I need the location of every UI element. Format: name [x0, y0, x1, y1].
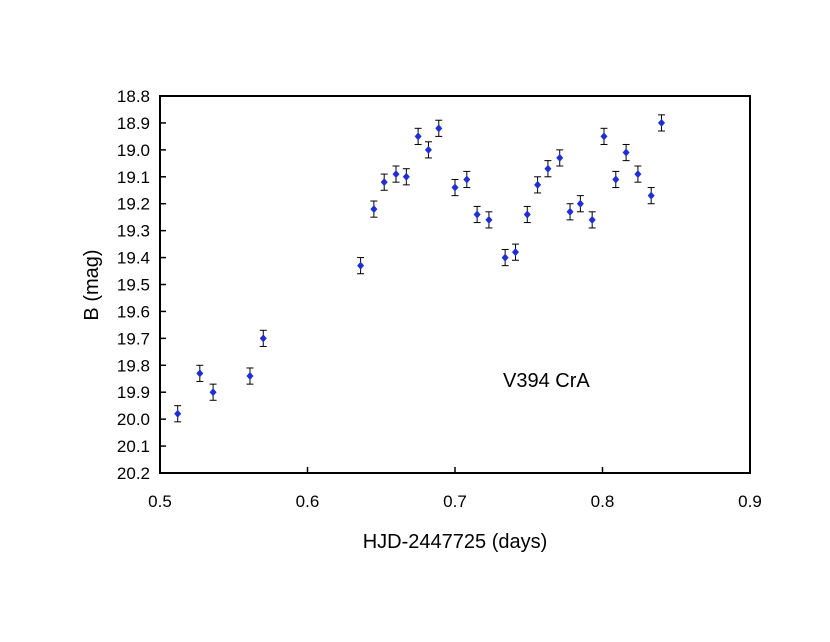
diamond-marker	[647, 191, 655, 200]
data-point	[246, 367, 254, 385]
data-point	[544, 160, 552, 178]
y-tick-label: 19.6	[117, 302, 150, 321]
x-axis-label: HJD-2447725 (days)	[363, 531, 548, 553]
y-tick-label: 19.0	[117, 141, 150, 160]
y-tick-label: 18.8	[117, 87, 150, 106]
diamond-marker	[424, 145, 432, 154]
diamond-marker	[576, 199, 584, 208]
y-axis-label: B (mag)	[81, 249, 103, 320]
data-point	[435, 119, 443, 137]
plot-frame	[159, 95, 751, 474]
data-point	[556, 149, 564, 167]
data-point	[576, 195, 584, 213]
diamond-marker	[612, 175, 620, 184]
diamond-marker	[370, 205, 378, 214]
data-point	[600, 127, 608, 145]
data-point	[485, 211, 493, 229]
y-tick-label: 19.8	[117, 356, 150, 375]
data-points	[174, 114, 665, 423]
diamond-marker	[402, 172, 410, 181]
diamond-marker	[259, 334, 267, 343]
data-point	[357, 257, 365, 275]
data-point	[463, 170, 471, 189]
diamond-marker	[435, 124, 443, 133]
diamond-marker	[658, 118, 665, 127]
diamond-marker	[544, 164, 552, 173]
diamond-marker	[414, 132, 422, 141]
y-tick-label: 19.3	[117, 222, 150, 241]
y-axis-ticks: 18.8 18.9 19.0 19.1 19.2 19.3 19.4 19.5 19.6 19.7…	[117, 87, 166, 483]
data-point	[259, 329, 267, 347]
diamond-marker	[534, 180, 542, 189]
diamond-marker	[600, 132, 608, 141]
x-tick-label: 0.5	[148, 492, 172, 511]
data-point	[634, 165, 642, 183]
data-point	[451, 178, 459, 197]
diamond-marker	[473, 210, 481, 219]
data-point	[523, 205, 531, 224]
data-point	[209, 383, 217, 401]
data-point	[501, 248, 509, 267]
diamond-marker	[501, 253, 509, 262]
data-point	[392, 165, 400, 183]
data-point	[402, 168, 410, 186]
x-tick-label: 0.8	[591, 492, 615, 511]
data-point	[566, 203, 574, 221]
diamond-marker	[246, 372, 254, 381]
diamond-marker	[451, 183, 459, 192]
data-point	[380, 173, 388, 191]
diamond-marker	[380, 178, 388, 187]
diamond-marker	[588, 215, 596, 224]
diamond-marker	[392, 170, 400, 179]
y-tick-label: 20.1	[117, 437, 150, 456]
y-tick-label: 19.7	[117, 329, 150, 348]
diamond-marker	[485, 215, 493, 224]
star-name-annotation: V394 CrA	[503, 370, 590, 392]
y-tick-label: 19.2	[117, 195, 150, 214]
x-tick-label: 0.6	[296, 492, 320, 511]
data-point	[612, 170, 620, 189]
y-tick-label: 20.0	[117, 410, 150, 429]
diamond-marker	[463, 175, 471, 184]
data-point	[534, 176, 542, 194]
diamond-marker	[523, 210, 531, 219]
diamond-marker	[556, 153, 564, 162]
data-point	[647, 187, 655, 205]
diamond-marker	[622, 148, 630, 157]
diamond-marker	[196, 369, 204, 378]
y-tick-label: 19.1	[117, 168, 150, 187]
diamond-marker	[634, 170, 642, 179]
y-tick-label: 19.9	[117, 383, 150, 402]
data-point	[174, 405, 182, 423]
data-point	[622, 143, 630, 162]
diamond-marker	[357, 261, 365, 270]
y-tick-label: 18.9	[117, 114, 150, 133]
y-tick-label: 19.4	[117, 249, 150, 268]
data-point	[424, 141, 432, 159]
data-point	[370, 200, 378, 218]
diamond-marker	[174, 409, 182, 418]
y-tick-label: 19.5	[117, 276, 150, 295]
data-point	[511, 243, 519, 261]
x-axis-ticks: 0.5 0.6 0.7 0.8 0.9	[148, 467, 762, 511]
diamond-marker	[511, 248, 519, 257]
data-point	[196, 364, 204, 382]
x-tick-label: 0.7	[443, 492, 467, 511]
y-tick-label: 20.2	[117, 464, 150, 483]
data-point	[473, 205, 481, 224]
diamond-marker	[209, 388, 217, 397]
x-tick-label: 0.9	[738, 492, 762, 511]
data-point	[588, 211, 596, 229]
data-point	[658, 114, 665, 132]
diamond-marker	[566, 207, 574, 216]
data-point	[414, 127, 422, 145]
